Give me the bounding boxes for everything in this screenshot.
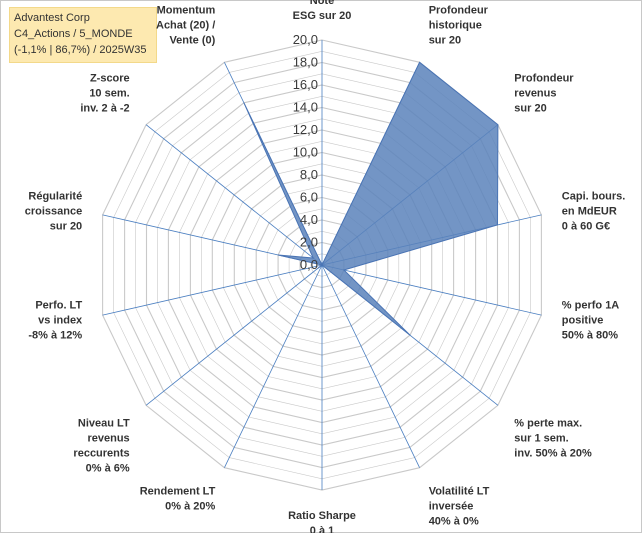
axis-label: % perfo 1A positive 50% à 80%	[562, 300, 620, 342]
axis-spoke	[102, 264, 323, 316]
axis-label: Z-score 10 sem. inv. 2 à -2	[80, 73, 129, 115]
tick-label: 10,0	[293, 145, 318, 160]
score-label: (-1,1% | 86,7%) / 2025W35	[14, 44, 147, 56]
axis-spoke	[145, 124, 323, 266]
tick-label: 2,0	[300, 235, 318, 250]
axis-label: Volatilité LT inversée 40% à 0%	[429, 486, 490, 528]
axis-label: Régularité croissance sur 20	[25, 190, 82, 232]
tick-label: 6,0	[300, 190, 318, 205]
axis-label: % perte max. sur 1 sem. inv. 50% à 20%	[514, 417, 592, 459]
axis-label: Capi. bours. en MdEUR 0 à 60 G€	[562, 190, 626, 232]
axis-label: Momentum Achat (20) / Vente (0)	[156, 4, 216, 46]
portfolio-label: C4_Actions / 5_MONDE	[14, 28, 133, 40]
tick-label: 0,0	[300, 257, 318, 272]
axis-label: Niveau LT revenus reccurents 0% à 6%	[73, 417, 130, 474]
tick-label: 8,0	[300, 167, 318, 182]
tick-label: 14,0	[293, 100, 318, 115]
axis-spoke	[321, 264, 542, 316]
tick-label: 4,0	[300, 212, 318, 227]
tick-label: 20,0	[293, 32, 318, 47]
chart-title-box: Advantest Corp C4_Actions / 5_MONDE (-1,…	[9, 7, 157, 63]
axis-label: Rendement LT 0% à 20%	[140, 486, 216, 513]
axis-spoke	[145, 264, 323, 406]
axis-label: Profondeur historique sur 20	[429, 4, 489, 46]
axis-label: Profondeur revenus sur 20	[514, 73, 574, 115]
axis-labels: Note ESG sur 20 Profondeur historique sur 20…	[25, 0, 626, 533]
axis-label: Perfo. LT vs index -8% à 12%	[28, 300, 83, 342]
tick-label: 18,0	[293, 55, 318, 70]
tick-label: 12,0	[293, 122, 318, 137]
radar-series	[243, 61, 499, 336]
radial-tick-labels: 0,0 2,0 4,0 6,0 8,0 10,0 12,0 14,0 16,0 18,0 20,0	[293, 32, 318, 272]
series-area	[243, 61, 499, 336]
tick-label: 16,0	[293, 77, 318, 92]
axis-spoke	[321, 264, 420, 468]
company-name: Advantest Corp	[14, 12, 90, 24]
axis-label: Note ESG sur 20	[293, 0, 352, 22]
axis-label: Ratio Sharpe 0 à 1	[288, 510, 356, 533]
axis-spoke	[224, 264, 323, 468]
